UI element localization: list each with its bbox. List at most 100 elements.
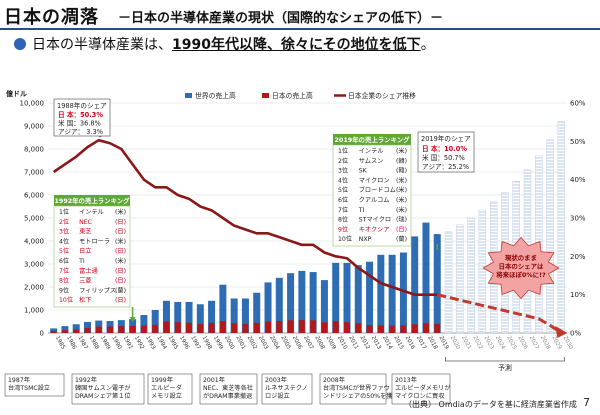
rank1992-company: モトローラ — [79, 238, 110, 245]
timeline-text: 台湾TSMC設立 — [8, 384, 50, 392]
legend-swatch — [262, 93, 269, 98]
share2019-row: 米 国：50.7% — [422, 153, 465, 162]
timeline-text: メモリ設立 — [151, 392, 182, 400]
x-tick-label: 1998 — [201, 335, 213, 351]
rank1992-company: 松下 — [79, 296, 91, 304]
x-tick-label: 2020 — [449, 335, 461, 351]
x-tick-label: 2018 — [426, 335, 438, 351]
x-tick-label: 1989 — [99, 335, 111, 351]
x-tick-label: 2027 — [528, 335, 540, 351]
timeline-text: がDRAM事業撤退 — [203, 392, 252, 400]
x-tick-label: 2021 — [460, 335, 472, 351]
forecast-bar — [546, 139, 554, 334]
japan-sales-bar — [50, 331, 57, 333]
y-tick-label: 9,000 — [24, 123, 44, 131]
x-tick-label: 2002 — [246, 335, 258, 350]
rank2019-company: TI — [358, 207, 365, 214]
japan-sales-bar — [208, 322, 215, 333]
share1988-row: 米 国：36.8% — [58, 119, 101, 128]
rank1992-country: (米) — [115, 237, 126, 245]
timeline-text: エルピーダメモリが — [395, 384, 451, 392]
rank2019-rank: 8位 — [338, 216, 348, 224]
timeline-text: 台湾TSMCが世界ファウ — [323, 384, 390, 392]
share1988-row: アジア： 3.3% — [58, 128, 103, 136]
japan-sales-bar — [253, 322, 260, 333]
world-sales-bar — [399, 252, 407, 333]
japan-sales-bar — [422, 323, 429, 333]
rank2019-country: (日) — [396, 226, 407, 233]
forecast-bar — [444, 231, 453, 334]
timeline-box — [147, 373, 193, 405]
x-tick-label: 2008 — [313, 335, 325, 351]
rank2019-rank: 5位 — [338, 186, 348, 194]
rank1992-country: (日) — [115, 297, 126, 304]
rank1992-rank: 9位 — [59, 286, 69, 294]
rank1992-rank: 4位 — [59, 237, 69, 245]
timeline-text: 1999年 — [151, 376, 173, 384]
share1988-box — [53, 98, 111, 137]
world-sales-bar — [140, 315, 148, 333]
world-sales-bar — [151, 310, 159, 333]
japan-share-line — [52, 138, 438, 296]
x-tick-label: 2011 — [347, 335, 359, 351]
callout-text: 日本のシェアは — [499, 262, 544, 271]
legend-entry: 日本企業のシェア推移 — [348, 91, 416, 100]
x-tick-label: 2009 — [325, 335, 337, 351]
world-sales-bar — [354, 265, 362, 333]
world-sales-bar — [174, 301, 182, 333]
x-tick-label: 2010 — [336, 335, 348, 351]
world-sales-bar — [83, 321, 91, 333]
japan-sales-bar — [107, 326, 114, 333]
japan-sales-bar — [73, 329, 80, 333]
y-tick-label: 1,000 — [24, 307, 44, 315]
forecast-arrowhead — [555, 326, 568, 338]
rank2019-company: STマイクロ — [359, 217, 391, 224]
key-point-suffix: 。 — [420, 37, 435, 53]
key-point-emphasis: 1990年代以降、徐々にその地位を低下 — [172, 37, 421, 53]
x-tick-label: 2007 — [302, 335, 314, 351]
page-title: 日本の凋落 — [4, 7, 99, 28]
japan-sales-bar — [152, 324, 159, 333]
world-sales-bar — [219, 284, 227, 333]
forecast-bar — [557, 121, 566, 334]
rank2019-rank: 9位 — [338, 225, 348, 233]
timeline-text: ロジ設立 — [265, 392, 290, 400]
x-tick-label: 2005 — [280, 335, 292, 351]
x-tick-label: 1999 — [212, 335, 224, 351]
japan-sales-bar — [95, 326, 102, 333]
x-tick-label: 2004 — [268, 335, 280, 351]
rank2019-country: (韓) — [396, 167, 407, 175]
timeline-text: 2008年 — [323, 376, 345, 384]
y-tick-label: 8,000 — [24, 146, 44, 154]
japan-sales-bar — [400, 325, 407, 333]
rank2019-country: (瑞) — [396, 216, 407, 224]
japan-sales-bar — [287, 320, 294, 333]
japan-sales-bar — [140, 325, 147, 333]
timeline-text: 1992年 — [75, 376, 97, 384]
share2019-row: アジア：25.2% — [422, 163, 469, 171]
rank2019-company: キオクシア — [359, 226, 390, 233]
rank2019-body — [332, 144, 412, 247]
world-sales-bar — [298, 270, 306, 333]
x-tick-label: 1993 — [144, 335, 156, 351]
timeline-text: 2001年 — [203, 376, 225, 384]
callout-burst — [482, 236, 560, 300]
rank1992-country: (日) — [115, 229, 126, 236]
y-tick-label: 5,000 — [24, 215, 44, 223]
x-tick-label: 1988 — [88, 335, 100, 351]
page-number: 7 — [583, 396, 590, 409]
share2019-box — [417, 131, 475, 173]
x-tick-label: 2012 — [359, 335, 371, 350]
japan-sales-bar — [197, 323, 204, 333]
japan-sales-bar — [242, 323, 249, 333]
world-sales-bar — [208, 300, 216, 333]
world-sales-bar — [287, 273, 295, 333]
japan-sales-bar — [231, 323, 238, 333]
rank1992-body — [53, 205, 131, 308]
rank2019-rank: 4位 — [338, 176, 348, 184]
world-sales-bar — [264, 282, 272, 333]
japan-sales-bar — [276, 321, 283, 333]
x-tick-label: 1990 — [110, 335, 122, 351]
world-sales-bar — [366, 261, 374, 333]
